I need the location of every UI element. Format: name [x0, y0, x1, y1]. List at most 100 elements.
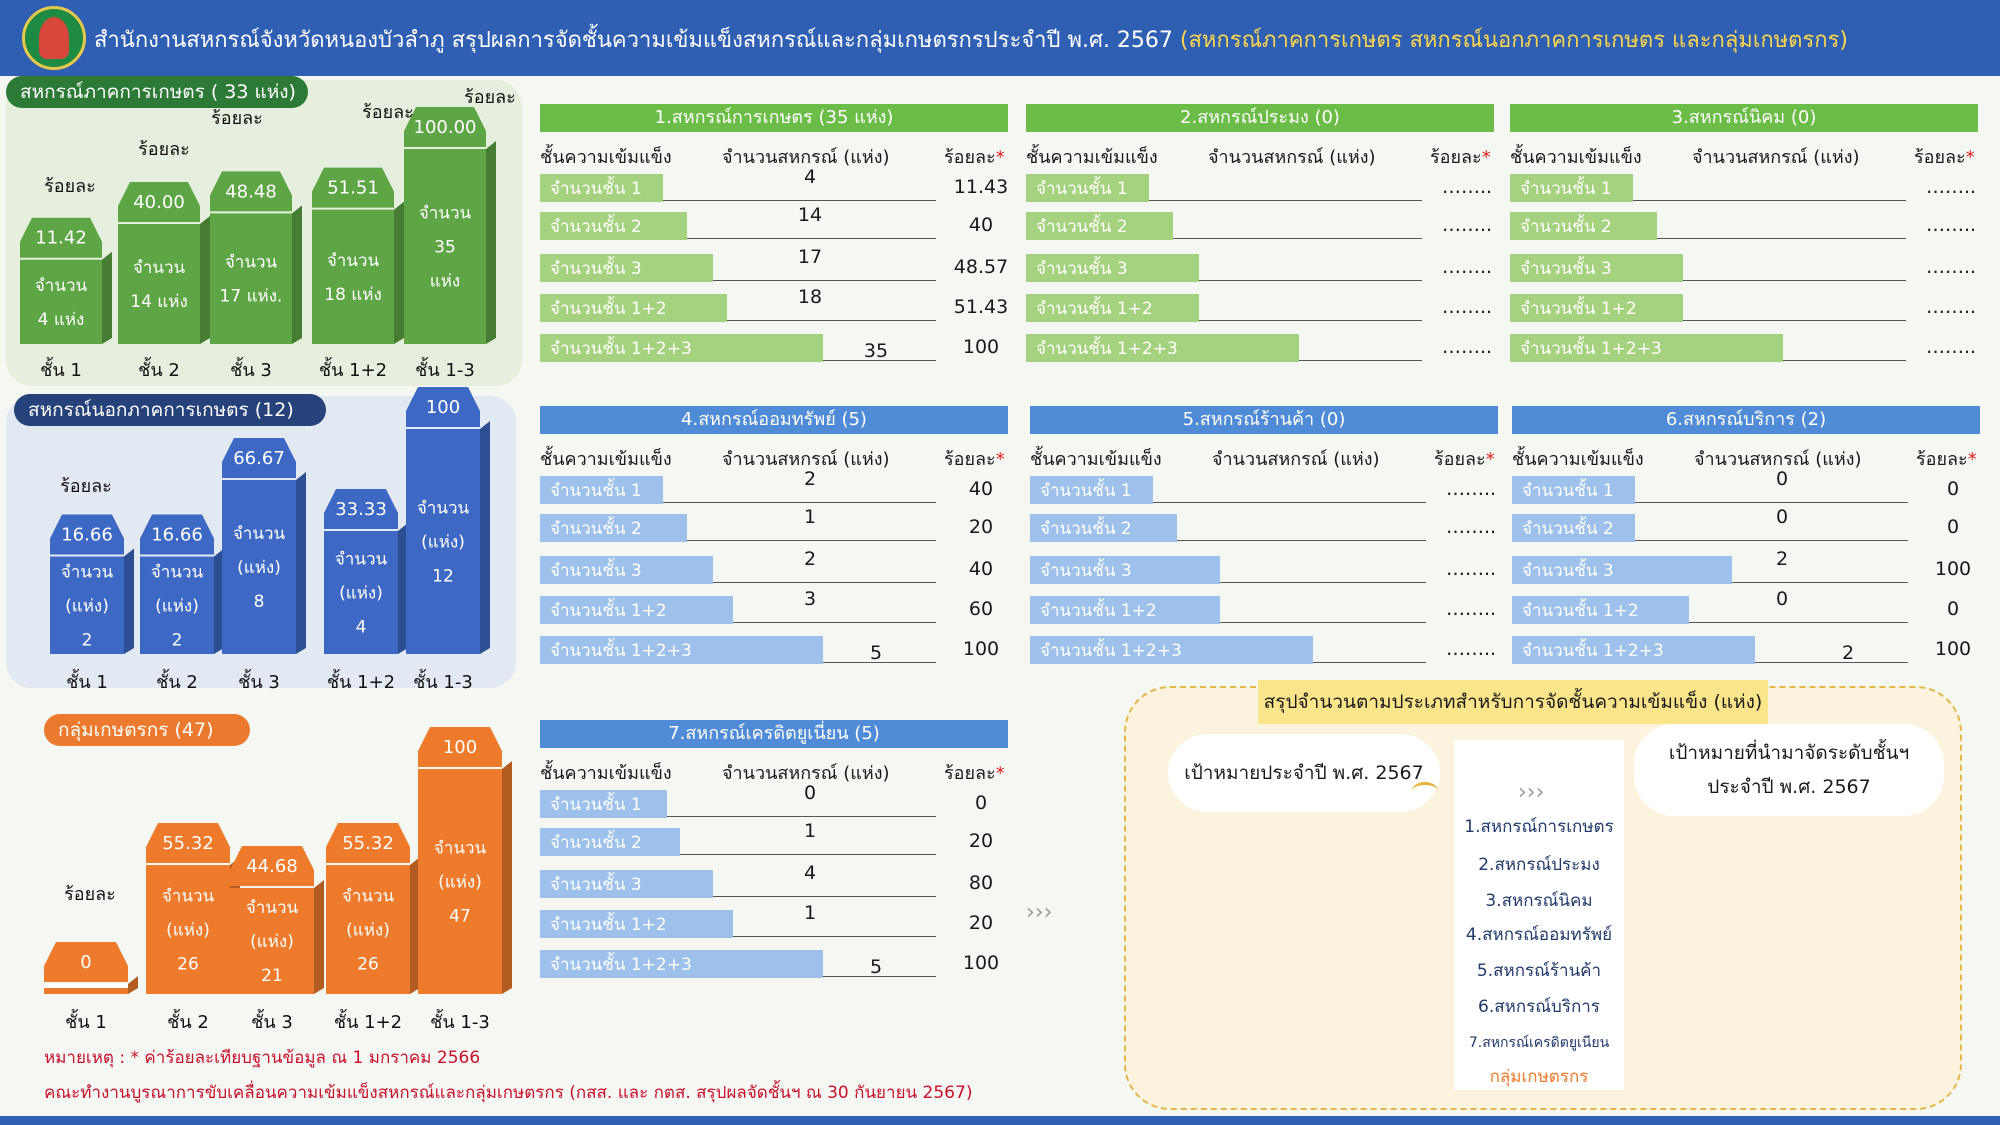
table-row-rule — [1732, 582, 1908, 583]
bar-count-label: จำนวน — [233, 524, 286, 544]
table-row-label: จำนวนชั้น 1+2+3 — [1026, 334, 1299, 362]
table-row-percent: …….. — [1925, 336, 1977, 358]
table-title: 2.สหกรณ์ประมง (0) — [1026, 104, 1494, 132]
table-header-class: ชั้นความเข้มแข็ง — [540, 763, 672, 784]
table-row-count: 0 — [803, 782, 817, 804]
category-tick-label: ชั้น 3 — [251, 1009, 293, 1033]
table-row-count: 1 — [803, 506, 817, 528]
table-row-label: จำนวนชั้น 1 — [1512, 476, 1635, 504]
chevron-right-icon: ››› — [1518, 780, 1545, 805]
table-row-label: จำนวนชั้น 1+2 — [540, 294, 727, 322]
table-row-count: 0 — [1775, 468, 1789, 490]
table-row-rule — [1657, 238, 1906, 239]
percent-caption: ร้อยละ — [60, 476, 112, 497]
bar-side — [292, 205, 302, 344]
required-mark: * — [1485, 449, 1495, 470]
table-row-label: จำนวนชั้น 1 — [540, 476, 663, 504]
bar — [418, 769, 502, 994]
bar-cap — [404, 107, 486, 147]
summary-category-label: 1.สหกรณ์การเกษตร — [1454, 814, 1624, 840]
farmer-group-chart-title: กลุ่มเกษตรกร (47) — [44, 714, 250, 746]
table-row-rule — [823, 360, 936, 361]
table-row-label: จำนวนชั้น 2 — [540, 514, 687, 542]
bar-count-label: 18 แห่ง — [324, 285, 382, 305]
table-row-count: 1 — [803, 902, 817, 924]
category-tick-label: ชั้น 1-3 — [430, 1009, 490, 1033]
table-row-label: จำนวนชั้น 1+2 — [1510, 294, 1683, 322]
bar-count-label: 14 แห่ง — [130, 292, 188, 312]
table-row-percent: …….. — [1445, 516, 1497, 538]
category-tick-label: ชั้น 1 — [40, 357, 82, 381]
table-row-rule — [663, 200, 936, 201]
bar-value-label: 55.32 — [342, 833, 394, 854]
table-row-percent: 51.43 — [953, 296, 1009, 318]
bar — [140, 556, 214, 654]
table-row-percent: 0 — [1946, 598, 1960, 620]
bar-count-label: จำนวน — [151, 562, 204, 582]
table-header-class: ชั้นความเข้มแข็ง — [1026, 147, 1158, 168]
chevron-right-icon: ››› — [1026, 900, 1053, 925]
required-mark: * — [1481, 147, 1491, 168]
bar-side — [200, 216, 210, 344]
bar-value-label: 16.66 — [61, 525, 113, 546]
table-row-percent: …….. — [1441, 176, 1493, 198]
table-row-percent: 11.43 — [953, 176, 1009, 198]
table-header-percent: ร้อยละ* — [944, 758, 1005, 787]
table-row-count: 18 — [797, 286, 823, 308]
bar-count-label: 12 — [432, 567, 454, 587]
bar-side — [214, 548, 224, 654]
category-tick-label: ชั้น 1 — [66, 669, 108, 693]
table-row-rule — [823, 976, 936, 977]
bar-count-label: จำนวน — [342, 887, 395, 907]
bar-count-label: จำนวน — [61, 562, 114, 582]
table-row-label: จำนวนชั้น 3 — [540, 254, 713, 282]
table-row-percent: …….. — [1441, 214, 1493, 236]
bar — [406, 429, 480, 654]
bar-count-label: (แห่ง) — [166, 921, 210, 941]
bar-count-label: 26 — [177, 955, 199, 975]
table-header-count: จำนวนสหกรณ์ (แห่ง) — [1692, 147, 1860, 168]
table-row-label: จำนวนชั้น 1 — [1030, 476, 1153, 504]
table-row-percent: 20 — [968, 516, 994, 538]
table-row-rule — [1683, 320, 1906, 321]
table-row-percent: 40 — [968, 558, 994, 580]
table-row-rule — [1199, 280, 1422, 281]
page-subtitle: (สหกรณ์ภาคการเกษตร สหกรณ์นอกภาคการเกษตร … — [1179, 28, 1848, 53]
bar-count-label: 21 — [261, 966, 283, 986]
table-header-percent: ร้อยละ* — [1430, 142, 1491, 171]
bar-count-label: จำนวน — [335, 550, 388, 570]
table-row-percent: 0 — [1946, 516, 1960, 538]
table-header-class: ชั้นความเข้มแข็ง — [540, 147, 672, 168]
table-row-percent: …….. — [1441, 336, 1493, 358]
table-header-percent-text: ร้อยละ — [944, 763, 996, 784]
bar-count-label: จำนวน — [35, 276, 88, 296]
table-row-percent: …….. — [1445, 598, 1497, 620]
bar-count-label: (แห่ง) — [339, 584, 383, 604]
table-header-count: จำนวนสหกรณ์ (แห่ง) — [722, 449, 890, 470]
table-row-label: จำนวนชั้น 1 — [1510, 174, 1633, 202]
table-row-rule — [1220, 622, 1426, 623]
bar-side — [480, 421, 490, 654]
bar-cap — [118, 182, 200, 222]
table-row-percent: …….. — [1441, 256, 1493, 278]
category-tick-label: ชั้น 3 — [238, 669, 280, 693]
table-row-percent: 0 — [974, 792, 988, 814]
bar-cap — [406, 387, 480, 427]
table-header-percent: ร้อยละ* — [1914, 142, 1975, 171]
bar-side — [486, 141, 496, 344]
table-row-rule — [713, 280, 936, 281]
required-mark: * — [995, 449, 1005, 470]
table-row-label: จำนวนชั้น 1 — [540, 790, 667, 818]
bar-count-label: แห่ง — [430, 272, 460, 292]
bar-cap — [146, 823, 230, 864]
table-row-percent: 60 — [968, 598, 994, 620]
table-row-percent: 20 — [968, 830, 994, 852]
page-title: สำนักงานสหกรณ์จังหวัดหนองบัวลำภู สรุปผลก… — [94, 22, 1848, 57]
table-title: 1.สหกรณ์การเกษตร (35 แห่ง) — [540, 104, 1008, 132]
bar-cap — [44, 942, 128, 982]
bar-count-label: (แห่ง) — [438, 873, 482, 893]
bar — [326, 865, 410, 994]
table-row-rule — [663, 502, 936, 503]
bar — [44, 984, 128, 994]
table-title: 7.สหกรณ์เครดิตยูเนี่ยน (5) — [540, 720, 1008, 748]
